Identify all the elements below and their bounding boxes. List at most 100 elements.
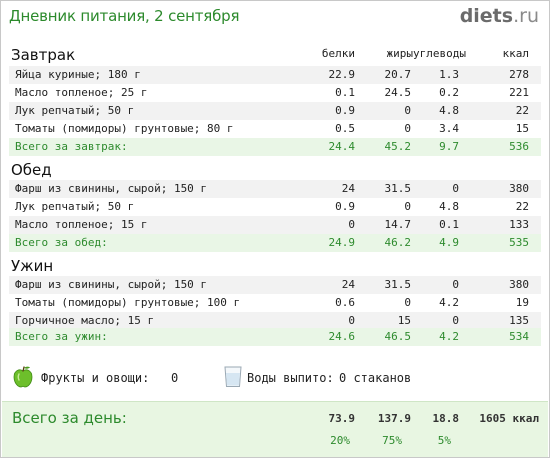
day-total-panel: Всего за день: 73.9 137.9 18.8 1605 ккал…: [2, 401, 548, 457]
meal-title-dinner: Ужин: [11, 257, 54, 275]
food-protein: 0.1: [335, 86, 355, 99]
food-carbs: 0: [452, 278, 459, 291]
food-carbs: 0.2: [439, 86, 459, 99]
food-kcal: 22: [515, 104, 529, 117]
day-total-label: Всего за день:: [12, 409, 127, 427]
food-kcal: 380: [509, 182, 529, 195]
water-value: 0 стаканов: [339, 371, 412, 385]
food-protein: 0: [348, 218, 355, 231]
food-kcal: 380: [509, 278, 529, 291]
food-name: Масло топленое; 25 г: [15, 86, 148, 99]
meal-total-row: Всего за завтрак: 24.4 45.2 9.7 536: [9, 138, 541, 156]
meal-total-kcal: 536: [509, 140, 529, 153]
food-kcal: 133: [509, 218, 529, 231]
food-fat: 0: [404, 296, 411, 309]
day-total-kcal: 1605 ккал: [479, 412, 539, 425]
food-carbs: 0: [452, 314, 459, 327]
food-fat: 0: [404, 122, 411, 135]
food-row: Яйца куриные; 180 г 22.9 20.7 1.3 278: [9, 66, 541, 84]
food-carbs: 0: [452, 182, 459, 195]
food-row: Масло топленое; 25 г 0.1 24.5 0.2 221: [9, 84, 541, 102]
food-fat: 31.5: [384, 182, 412, 195]
meal-total-carbs: 4.9: [439, 236, 459, 249]
food-fat: 15: [397, 314, 411, 327]
water-label: Воды выпито:: [247, 371, 334, 385]
food-fat: 0: [404, 104, 411, 117]
site-logo[interactable]: diets.ru: [460, 5, 539, 27]
extras-bar: Фрукты и овощи: 0 Воды выпито: 0 стакано…: [11, 365, 541, 391]
meal-total-carbs: 4.2: [439, 330, 459, 343]
page-title: Дневник питания, 2 сентября: [9, 7, 240, 25]
food-row: Горчичное масло; 15 г 0 15 0 135: [9, 312, 541, 330]
meal-total-row: Всего за обед: 24.9 46.2 4.9 535: [9, 234, 541, 252]
food-name: Яйца куриные; 180 г: [15, 68, 141, 81]
meal-total-carbs: 9.7: [439, 140, 459, 153]
food-fat: 31.5: [384, 278, 412, 291]
food-name: Фарш из свинины, сырой; 150 г: [15, 278, 208, 291]
day-protein-percent: 20%: [330, 434, 350, 447]
food-name: Лук репчатый; 50 г: [15, 200, 135, 213]
green-apple-icon: [13, 366, 33, 388]
meal-total-protein: 24.9: [328, 236, 356, 249]
food-kcal: 278: [509, 68, 529, 81]
food-name: Лук репчатый; 50 г: [15, 104, 135, 117]
logo-suffix: .ru: [513, 5, 539, 27]
meal-title-breakfast: Завтрак: [11, 46, 76, 64]
water-glass-icon: [224, 366, 242, 387]
food-protein: 0.9: [335, 200, 355, 213]
day-total-protein: 73.9: [328, 412, 356, 425]
food-carbs: 0.1: [439, 218, 459, 231]
food-row: Лук репчатый; 50 г 0.9 0 4.8 22: [9, 198, 541, 216]
food-kcal: 221: [509, 86, 529, 99]
meal-total-fat: 45.2: [384, 140, 412, 153]
meal-total-fat: 46.5: [384, 330, 412, 343]
col-header-protein: белки: [321, 47, 355, 60]
meal-total-row: Всего за ужин: 24.6 46.5 4.2 534: [9, 328, 541, 346]
food-carbs: 4.8: [439, 104, 459, 117]
col-header-carbs: углеводы: [413, 47, 466, 60]
day-fat-percent: 75%: [382, 434, 402, 447]
fruits-value: 0: [171, 371, 179, 385]
logo-name: diets: [459, 5, 514, 27]
food-fat: 24.5: [384, 86, 412, 99]
food-row: Масло топленое; 15 г 0 14.7 0.1 133: [9, 216, 541, 234]
food-protein: 0.6: [335, 296, 355, 309]
meal-total-label: Всего за завтрак:: [15, 140, 128, 153]
food-protein: 22.9: [328, 68, 356, 81]
day-total-fat: 137.9: [377, 412, 411, 425]
col-header-fat: жиры: [386, 47, 414, 60]
food-row: Томаты (помидоры) грунтовые; 100 г 0.6 0…: [9, 294, 541, 312]
food-fat: 20.7: [384, 68, 412, 81]
food-name: Томаты (помидоры) грунтовые; 100 г: [15, 296, 241, 309]
day-carbs-percent: 5%: [437, 434, 451, 447]
food-name: Горчичное масло; 15 г: [15, 314, 155, 327]
food-carbs: 4.2: [439, 296, 459, 309]
food-carbs: 3.4: [439, 122, 459, 135]
meal-total-label: Всего за обед:: [15, 236, 108, 249]
meal-total-protein: 24.4: [328, 140, 356, 153]
food-protein: 24: [341, 278, 355, 291]
food-name: Фарш из свинины, сырой; 150 г: [15, 182, 208, 195]
meal-title-lunch: Обед: [11, 161, 52, 179]
food-carbs: 1.3: [439, 68, 459, 81]
food-fat: 14.7: [384, 218, 412, 231]
food-kcal: 22: [515, 200, 529, 213]
food-protein: 0.5: [335, 122, 355, 135]
meal-total-kcal: 535: [509, 236, 529, 249]
meal-total-fat: 46.2: [384, 236, 412, 249]
food-protein: 24: [341, 182, 355, 195]
food-name: Масло топленое; 15 г: [15, 218, 148, 231]
food-row: Фарш из свинины, сырой; 150 г 24 31.5 0 …: [9, 276, 541, 294]
food-protein: 0: [348, 314, 355, 327]
food-fat: 0: [404, 200, 411, 213]
day-total-carbs: 18.8: [432, 412, 460, 425]
fruits-label: Фрукты и овощи:: [41, 371, 150, 385]
food-kcal: 15: [515, 122, 529, 135]
col-header-kcal: ккал: [502, 47, 530, 60]
food-name: Томаты (помидоры) грунтовые; 80 г: [15, 122, 234, 135]
meal-total-label: Всего за ужин:: [15, 330, 108, 343]
food-row: Лук репчатый; 50 г 0.9 0 4.8 22: [9, 102, 541, 120]
food-kcal: 19: [515, 296, 529, 309]
food-carbs: 4.8: [439, 200, 459, 213]
